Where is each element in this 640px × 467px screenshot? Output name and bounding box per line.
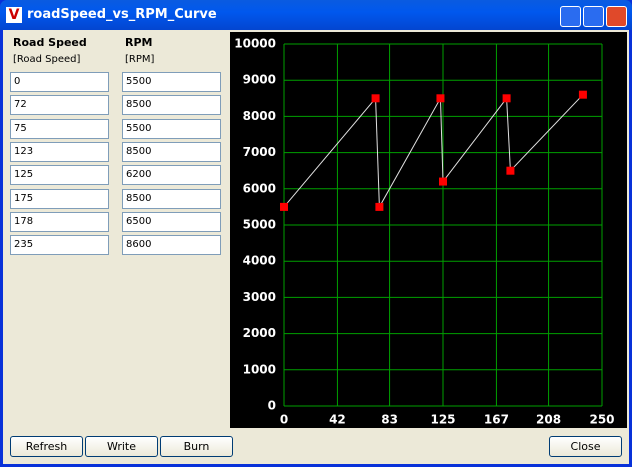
table-cell[interactable]: 125: [10, 165, 109, 186]
data-point: [436, 94, 445, 103]
y-tick-label: 5000: [243, 218, 276, 232]
table-cell[interactable]: 8500: [122, 141, 221, 162]
table-cell[interactable]: 5500: [122, 72, 221, 92]
data-point: [506, 166, 515, 175]
app-icon: V: [6, 7, 22, 23]
x-tick-label: 83: [381, 413, 398, 427]
y-tick-label: 2000: [243, 326, 276, 340]
y-tick-label: 3000: [243, 290, 276, 304]
y-tick-label: 0: [268, 399, 276, 413]
column-header: Road Speed: [13, 36, 87, 49]
y-tick-label: 7000: [243, 145, 276, 159]
table-cell[interactable]: 72: [10, 95, 109, 116]
x-tick-label: 250: [589, 413, 614, 427]
data-point: [439, 177, 447, 186]
table-cell[interactable]: 8500: [122, 95, 221, 116]
refresh-button[interactable]: Refresh: [10, 436, 83, 457]
table-cell[interactable]: 8600: [122, 235, 221, 256]
chart: 0 1000 2000 3000 4000 5000 6000 7000 8000 9000 100…: [230, 32, 627, 428]
table-cell[interactable]: 175: [10, 188, 109, 209]
column-unit: [RPM]: [125, 54, 155, 65]
title-bar: V roadSpeed_vs_RPM_Curve: [0, 0, 632, 30]
table-cell[interactable]: 6500: [122, 211, 221, 232]
table-cell[interactable]: 0: [10, 72, 109, 92]
table-cell[interactable]: 235: [10, 235, 109, 256]
window-title: roadSpeed_vs_RPM_Curve: [27, 7, 217, 22]
client-area: Road Speed RPM [Road Speed] [RPM] Refres…: [3, 30, 629, 464]
y-tick-label: 4000: [243, 254, 276, 268]
y-tick-label: 1000: [243, 362, 276, 376]
y-tick-label: 10000: [234, 37, 276, 51]
curve-line: [283, 94, 584, 209]
table-cell[interactable]: 6200: [122, 165, 221, 186]
write-button[interactable]: Write: [85, 436, 158, 457]
x-tick-label: 208: [536, 413, 561, 427]
table-cell[interactable]: 8500: [122, 188, 221, 209]
minimize-button[interactable]: [560, 6, 581, 27]
column-header: RPM: [125, 36, 153, 49]
data-point: [371, 94, 380, 103]
y-tick-label: 8000: [243, 109, 276, 123]
data-point: [280, 202, 288, 211]
burn-button[interactable]: Burn: [160, 436, 233, 457]
data-point: [502, 94, 511, 103]
table-cell[interactable]: 178: [10, 211, 109, 232]
table-cell[interactable]: 75: [10, 118, 109, 139]
maximize-button[interactable]: [583, 6, 604, 27]
column-unit: [Road Speed]: [13, 54, 81, 65]
y-tick-label: 9000: [243, 73, 276, 87]
chart-background: [230, 32, 627, 428]
x-tick-label: 125: [430, 413, 455, 427]
data-point: [578, 90, 587, 99]
close-window-button[interactable]: [606, 6, 627, 27]
table-cell[interactable]: 123: [10, 141, 109, 162]
y-tick-label: 6000: [243, 181, 276, 195]
table-cell[interactable]: 5500: [122, 118, 221, 139]
x-tick-label: 42: [329, 413, 346, 427]
data-point: [375, 202, 384, 211]
x-tick-label: 0: [280, 413, 288, 427]
x-tick-label: 167: [484, 413, 509, 427]
close-button[interactable]: Close: [549, 436, 622, 457]
